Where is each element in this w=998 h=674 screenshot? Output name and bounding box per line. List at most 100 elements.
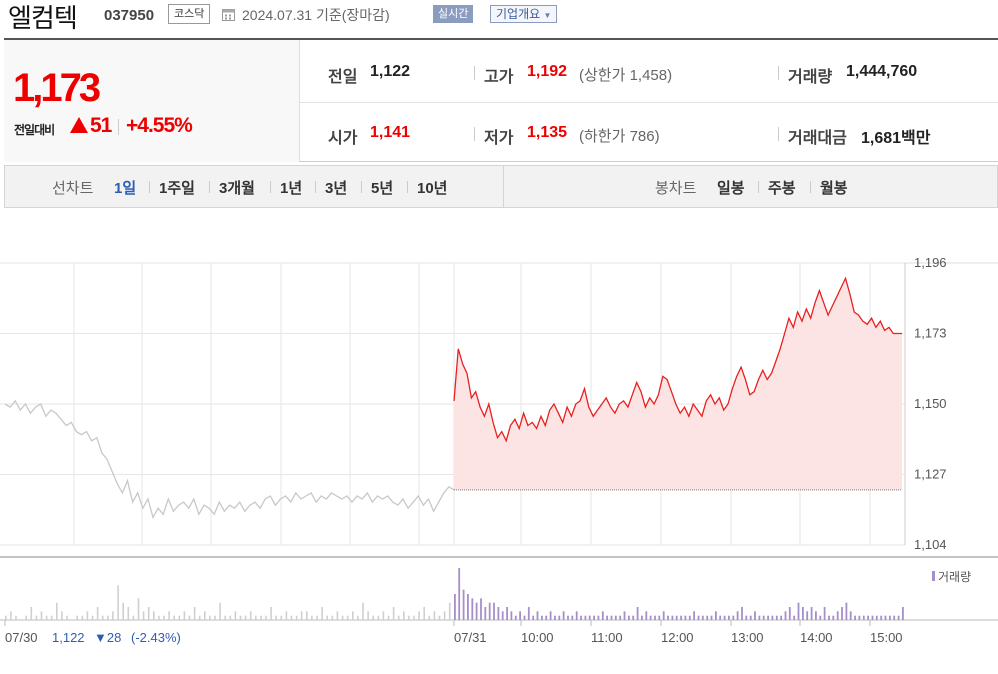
volume-bar [101,615,104,620]
divider [778,127,779,141]
volume-bar [66,615,68,620]
period-3m[interactable]: 3개월 [219,180,255,197]
x-tick-label: 15:00 [870,630,903,645]
candle-monthly[interactable]: 월봉 [820,180,848,197]
volume-bar [377,615,380,620]
volume-bar [549,611,552,620]
volume-bar [632,615,635,620]
volume-bar [255,615,257,620]
volume-bar [275,615,277,620]
volume-bar [854,615,856,620]
volume-bar [606,615,608,620]
volume-bar [471,598,474,620]
high-label: 고가 [484,69,514,86]
date-text: 2024.07.31 기준(장마감) [242,7,390,23]
divider [118,119,119,135]
divider [503,165,504,208]
lower-limit: (하한가 786) [579,128,660,145]
volume-bar [762,615,765,620]
volume-bar [571,615,574,620]
company-name: 엘컴텍 [8,3,78,33]
footer-rate: (-2.43%) [131,630,181,645]
volume-bar [142,611,145,620]
x-axis: 07/31 10:00 11:00 12:00 13:00 14:00 15:00 [454,630,903,645]
volume-bar [321,607,323,620]
volume-bar [697,615,700,620]
volume-bar [732,615,735,620]
period-1y[interactable]: 1년 [280,180,303,197]
volume-bar [771,615,774,620]
volume-bar [654,615,656,620]
volume-bar [832,615,835,620]
period-3y[interactable]: 3년 [325,180,348,197]
volume-bar [815,611,817,620]
company-overview-button[interactable]: 기업개요 ▼ [490,5,558,23]
volume-bar [403,611,405,620]
volume-bar [797,602,800,620]
period-1w[interactable]: 1주일 [159,180,195,197]
volume-bar [153,611,155,620]
divider [361,181,362,193]
volume-bar [163,615,165,620]
divider [758,181,759,193]
x-tick-label: 11:00 [591,630,623,645]
divider [474,127,475,141]
volume-bar [784,611,787,620]
price-panel [4,40,300,162]
volume-bar [244,615,247,620]
volume-bar [25,615,27,620]
volume-bar [484,607,487,620]
prev-close-value: 1,122 [370,63,411,80]
volume-bar [96,607,99,620]
candle-weekly[interactable]: 주봉 [768,180,796,197]
volume-bar [488,602,491,620]
y-tick-label: 1,127 [914,467,947,482]
volume-bar [178,615,181,620]
candle-daily[interactable]: 일봉 [717,180,745,197]
volume-bar [367,611,369,620]
volume-bar [433,611,436,620]
volume-bar [706,615,709,620]
volume-bar [462,589,465,620]
volume-value: 1,444,760 [846,63,918,80]
volume-bar [56,602,58,620]
change-rate: +4.55% [126,114,193,137]
volume-bar [754,611,756,620]
period-bar [4,165,998,208]
volume-bar [475,602,478,620]
volume-bar [510,611,513,620]
volume-bar [86,611,89,620]
volume-bar [736,611,739,620]
low-label: 저가 [484,130,514,147]
prev-day-line [4,399,455,520]
volume-bar [588,615,591,620]
volume-bar [50,615,53,620]
volume-bar [871,615,874,620]
realtime-button[interactable]: 실시간 [433,5,474,23]
volume-bar [387,615,390,620]
volume-bar [372,615,374,620]
volume-bar [658,615,661,620]
volume-bar [198,615,201,620]
volume-bar [132,615,135,620]
volume-bar [514,615,517,620]
volume-bar [295,615,298,620]
volume-bar [875,615,878,620]
volume-bar [536,611,539,620]
period-1d[interactable]: 1일 [114,180,137,197]
x-tick-label: 14:00 [800,630,833,645]
volume-bar [326,615,328,620]
volume-bar [15,615,17,620]
candle-chart-label: 봉차트 [655,180,697,197]
period-10y[interactable]: 10년 [417,180,448,197]
volume-bar [270,607,272,620]
volume-bar [117,585,119,620]
volume-bar [597,615,600,620]
volume-bar [443,611,446,620]
volume-bar [584,615,587,620]
period-5y[interactable]: 5년 [371,180,394,197]
volume-bar [623,611,626,620]
volume-bar [893,615,896,620]
volume-bar [841,607,843,620]
volume-bar [884,615,887,620]
